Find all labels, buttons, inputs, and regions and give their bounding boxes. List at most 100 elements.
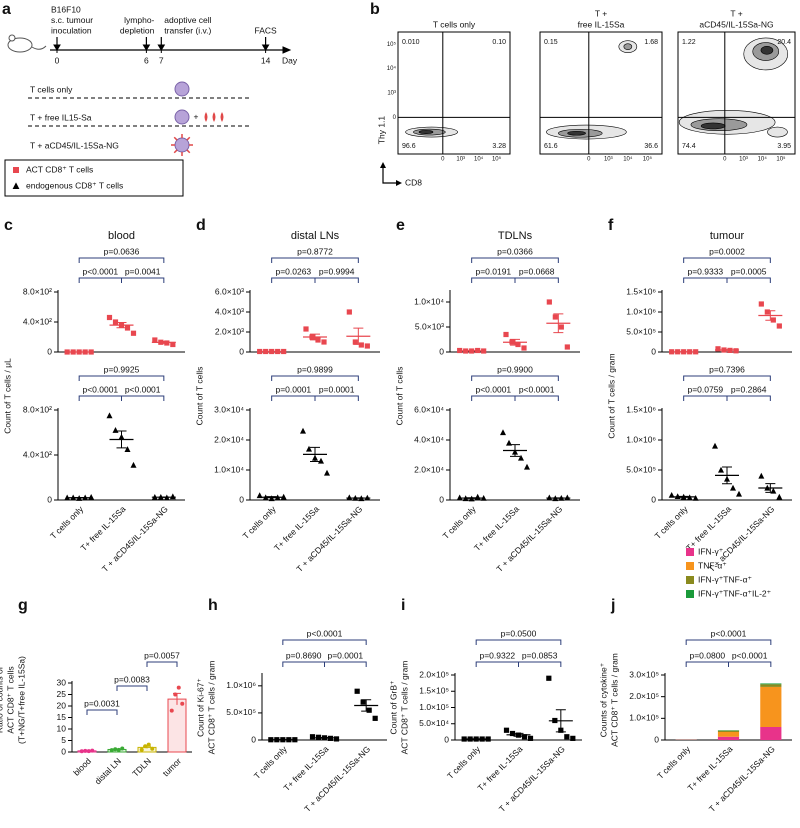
bar-segment [760,686,782,727]
significance-bracket [324,661,367,667]
quadrant-value: 36.6 [644,143,658,150]
data-point [500,429,506,436]
significance-bracket [78,277,122,283]
x-tick-label: T cells only [653,503,691,541]
y-tick-label: 2.0×10⁵ [419,669,449,679]
y-tick-label: 1.5×10⁶ [626,404,656,414]
flow-x-tick: 10³ [604,157,613,163]
p-value: p=0.0031 [84,698,120,708]
error-bar [510,338,520,346]
quadrant-value: 0.10 [492,39,506,46]
data-point [715,346,721,352]
data-point [173,692,178,697]
y-tick-label: 0 [439,346,444,356]
cytokine-icon [204,112,208,122]
data-point [146,742,151,747]
error-bar [722,466,732,485]
error-bar [722,349,732,351]
error-bar [553,313,564,334]
y-axis-label: Count of Ki-67⁺ [195,678,205,737]
contour [418,130,434,134]
bar-segment [717,736,740,740]
y-tick-label: 4.0×10³ [215,306,244,316]
p-value: p=0.9925 [104,364,140,374]
flow-title: aCD45/IL-15Sa-NG [699,19,773,29]
flow-title: T + [595,8,607,18]
significance-bracket [475,639,562,645]
cell-icon [174,81,190,97]
data-point [88,493,95,500]
p-value: p=0.0263 [275,266,311,276]
panel-title: TDLNs [498,230,533,242]
data-point [692,495,699,501]
data-point [503,727,510,733]
bar-segment [717,731,740,737]
panel-label: h [208,597,218,614]
error-bar [555,709,566,733]
y-tick-label: 1.0×10⁵ [419,702,449,712]
x-tick-label: tumor [161,756,184,779]
data-point [503,331,509,338]
p-value: p=0.2864 [731,384,767,394]
legend-swatch [686,548,694,556]
data-point [130,330,137,336]
y-tick-label: 0 [651,346,656,356]
event-label: FACS [254,25,277,35]
flow-x-tick: 10⁴ [474,156,484,163]
legend-swatch [686,590,694,598]
p-value: p=0.0636 [104,246,140,256]
p-value: p<0.0001 [82,266,118,276]
data-point [169,708,174,713]
y-axis-label: Count of T cells [394,367,404,426]
error-bar [513,732,524,737]
flow-x-tick: 10⁴ [623,156,633,163]
data-point [120,746,125,751]
p-value: p=0.0366 [497,246,533,256]
p-value: p=0.0800 [689,650,725,660]
flow-y-tick: 10³ [387,91,396,97]
event-label: depletion [120,25,155,35]
data-point [515,341,521,348]
error-bar [466,497,477,499]
data-point [281,348,287,355]
significance-bracket [685,661,729,667]
significance-bracket [314,277,359,283]
y-axis-label: ACT CD8⁺ T cells / gram [609,653,619,747]
p-value: p<0.0001 [732,650,768,660]
quadrant-value: 61.6 [544,143,558,150]
p-value: p=0.8772 [297,246,333,256]
y-tick-label: 10 [57,723,67,733]
p-value: p<0.0001 [711,628,747,638]
significance-bracket [726,277,771,283]
data-point [524,463,530,470]
data-point [527,735,534,741]
y-tick-label: 25 [57,689,67,699]
flow-x-tick: 0 [441,157,445,163]
nanogel-spike [186,149,191,154]
error-bar [310,333,320,341]
quadrant-value: 20.4 [777,39,791,46]
flow-title: T cells only [433,19,476,29]
data-point [176,685,181,690]
contour [567,130,586,136]
event-label: adoptive cell [164,15,211,25]
data-point [485,736,491,742]
flow-x-tick: 10⁴ [758,156,768,163]
contour [700,122,726,130]
y-tick-label: 1.0×10⁵ [629,713,659,723]
flow-x-tick: 10⁵ [776,156,786,163]
nanogel-spike [173,149,178,154]
event-arrowhead [142,44,151,51]
p-value: p=0.0191 [475,266,511,276]
x-tick-label: T cells only [241,503,279,541]
data-point [776,493,783,500]
p-value: p<0.0001 [475,384,511,394]
flow-x-tick: 10⁵ [492,156,502,163]
error-bar [116,322,127,329]
x-tick-label: TDLN [130,756,153,779]
significance-bracket [271,277,316,283]
day-unit: Day [282,55,298,65]
data-point [112,319,119,325]
p-value: p=0.0057 [144,650,180,660]
y-axis-label: Count of T cells [194,367,204,426]
